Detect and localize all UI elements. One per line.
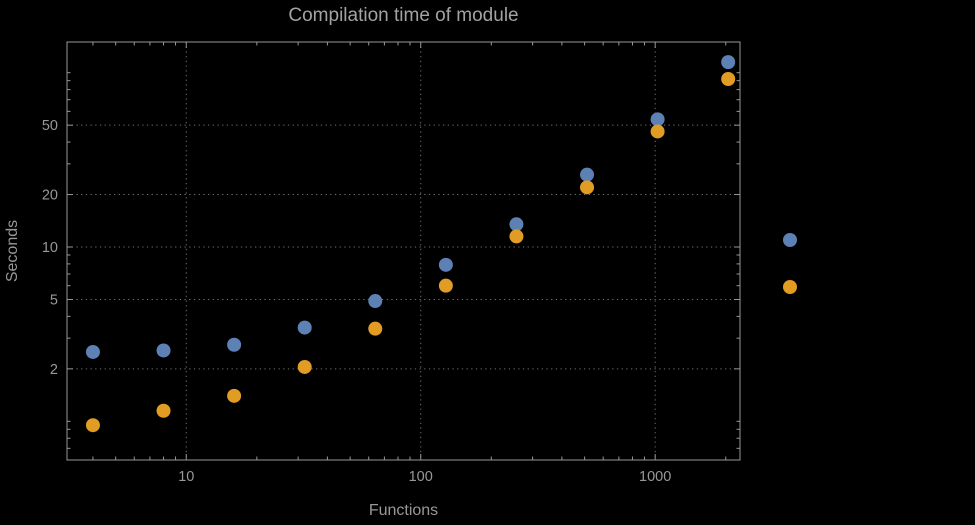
data-point (156, 343, 171, 358)
data-point (509, 217, 524, 232)
data-point (85, 344, 100, 359)
y-tick-label: 5 (50, 292, 58, 308)
y-tick-labels: 2 5 10 20 50 (42, 118, 58, 378)
data-point (85, 418, 100, 433)
x-tick-label: 100 (409, 469, 433, 485)
y-tick-label: 2 (50, 362, 58, 378)
y-tick-label: 10 (42, 240, 58, 256)
y-tick-label: 20 (42, 188, 58, 204)
legend-marker (783, 280, 797, 294)
data-point (368, 294, 383, 309)
data-point (227, 388, 242, 403)
x-axis-label: Functions (368, 502, 439, 519)
data-point (650, 124, 665, 139)
data-point (509, 229, 524, 244)
tick-marks (67, 42, 740, 460)
data-point (438, 257, 453, 272)
data-point (580, 167, 595, 182)
data-point (580, 180, 595, 195)
data-point (721, 72, 736, 87)
chart-title: Compilation time of module (288, 5, 519, 26)
plot-frame (66, 41, 741, 461)
data-point (650, 112, 665, 127)
data-point (368, 321, 383, 336)
legend (783, 233, 797, 294)
data-point (156, 403, 171, 418)
series-1-blue-points (85, 55, 736, 359)
data-point (297, 359, 312, 374)
legend-marker (783, 233, 797, 247)
data-point (227, 337, 242, 352)
series-2-orange-points (85, 72, 736, 433)
x-tick-label: 10 (178, 469, 194, 485)
y-tick-label: 50 (42, 118, 58, 134)
data-point (438, 278, 453, 293)
data-point (721, 55, 736, 70)
x-tick-labels: 10 100 1000 (178, 469, 671, 485)
grid-lines (67, 42, 740, 460)
x-tick-label: 1000 (639, 469, 671, 485)
data-point (297, 320, 312, 335)
